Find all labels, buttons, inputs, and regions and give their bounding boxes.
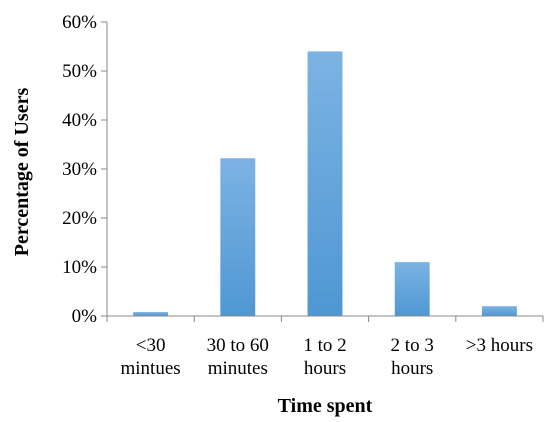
bars bbox=[133, 51, 517, 317]
bar bbox=[220, 158, 256, 316]
x-category-label-line: 1 to 2 bbox=[303, 335, 346, 356]
y-tick-label: 20% bbox=[62, 208, 97, 229]
y-axis-ticks: 0% 10% 20% 30% 40% 50% 60% bbox=[62, 12, 107, 327]
bar bbox=[394, 262, 430, 316]
axes bbox=[106, 22, 544, 322]
y-tick-label: 10% bbox=[62, 257, 97, 278]
y-tick-label: 30% bbox=[62, 159, 97, 180]
x-category-label-line: hours bbox=[304, 358, 346, 379]
y-tick-label: 60% bbox=[62, 12, 97, 33]
y-tick-label: 40% bbox=[62, 110, 97, 131]
x-category-label-line: hours bbox=[391, 358, 433, 379]
bar bbox=[481, 306, 517, 316]
x-category-label: 30 to 60 minutes bbox=[207, 335, 269, 379]
x-category-label-line: 30 to 60 bbox=[207, 335, 269, 356]
x-category-label-line: minutes bbox=[208, 358, 268, 379]
bar bbox=[307, 51, 343, 317]
x-category-label: >3 hours bbox=[466, 335, 533, 356]
bar bbox=[133, 312, 169, 316]
x-category-label-line: 2 to 3 bbox=[391, 335, 434, 356]
x-category-label: 2 to 3 hours bbox=[391, 335, 434, 379]
y-tick-label: 50% bbox=[62, 61, 97, 82]
x-category-label-line: <30 bbox=[136, 335, 166, 356]
x-category-label-line: >3 hours bbox=[466, 335, 533, 356]
y-tick-label: 0% bbox=[72, 306, 98, 327]
x-category-label: 1 to 2 hours bbox=[303, 335, 346, 379]
y-axis-title: Percentage of Users bbox=[11, 88, 33, 257]
x-axis-title: Time spent bbox=[278, 395, 373, 417]
x-category-label: <30 mintues bbox=[121, 335, 181, 379]
x-category-label-line: mintues bbox=[121, 358, 181, 379]
